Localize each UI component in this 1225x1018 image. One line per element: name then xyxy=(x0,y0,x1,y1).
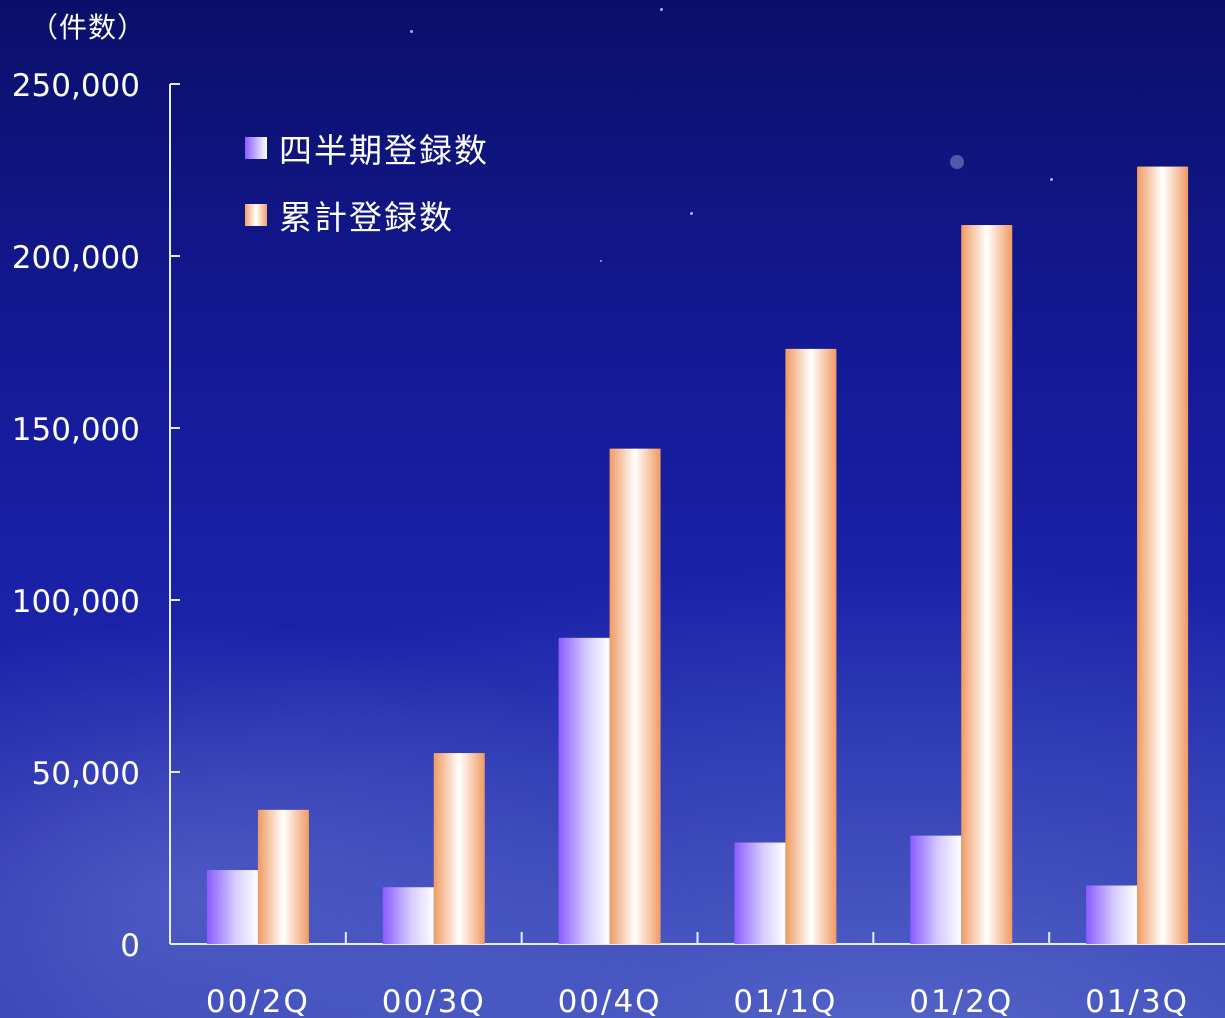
x-tick-label: 00/3Q xyxy=(382,984,486,1018)
x-tick-label: 01/3Q xyxy=(1085,984,1189,1018)
bar-cumulative xyxy=(1137,166,1189,944)
y-tick-label: 150,000 xyxy=(12,412,140,448)
bar-cumulative xyxy=(257,809,309,944)
legend-label-quarterly: 四半期登録数 xyxy=(279,131,489,170)
legend: 四半期登録数 累計登録数 xyxy=(245,128,489,262)
bar-cumulative xyxy=(785,348,837,944)
bar-cumulative xyxy=(961,225,1013,945)
star-decoration xyxy=(660,8,663,11)
bar-quarterly xyxy=(734,842,786,944)
x-tick-label: 00/4Q xyxy=(558,984,662,1018)
bar-quarterly xyxy=(910,835,962,944)
star-decoration xyxy=(950,155,964,169)
bar-quarterly xyxy=(382,887,434,944)
star-decoration xyxy=(1050,178,1053,181)
bar-quarterly xyxy=(1086,885,1138,944)
x-tick-label: 01/1Q xyxy=(733,984,837,1018)
bar-quarterly xyxy=(206,870,258,944)
legend-label-cumulative: 累計登録数 xyxy=(279,198,454,237)
star-decoration xyxy=(690,212,693,215)
legend-swatch-quarterly xyxy=(245,137,267,159)
y-axis-unit-label: （件数） xyxy=(30,11,147,44)
y-tick-label: 200,000 xyxy=(12,240,140,276)
star-decoration xyxy=(600,260,602,262)
y-tick-label: 0 xyxy=(120,928,140,964)
bar-cumulative xyxy=(433,753,485,944)
x-tick-label: 01/2Q xyxy=(909,984,1013,1018)
bar-cumulative xyxy=(609,448,661,944)
bar-quarterly xyxy=(558,637,610,944)
y-tick-label: 250,000 xyxy=(12,68,140,104)
y-tick-label: 100,000 xyxy=(12,584,140,620)
legend-item-cumulative: 累計登録数 xyxy=(245,195,489,237)
y-tick-label: 50,000 xyxy=(32,756,140,792)
star-decoration xyxy=(410,30,413,33)
x-tick-label: 00/2Q xyxy=(206,984,310,1018)
legend-item-quarterly: 四半期登録数 xyxy=(245,128,489,170)
legend-swatch-cumulative xyxy=(245,204,267,226)
